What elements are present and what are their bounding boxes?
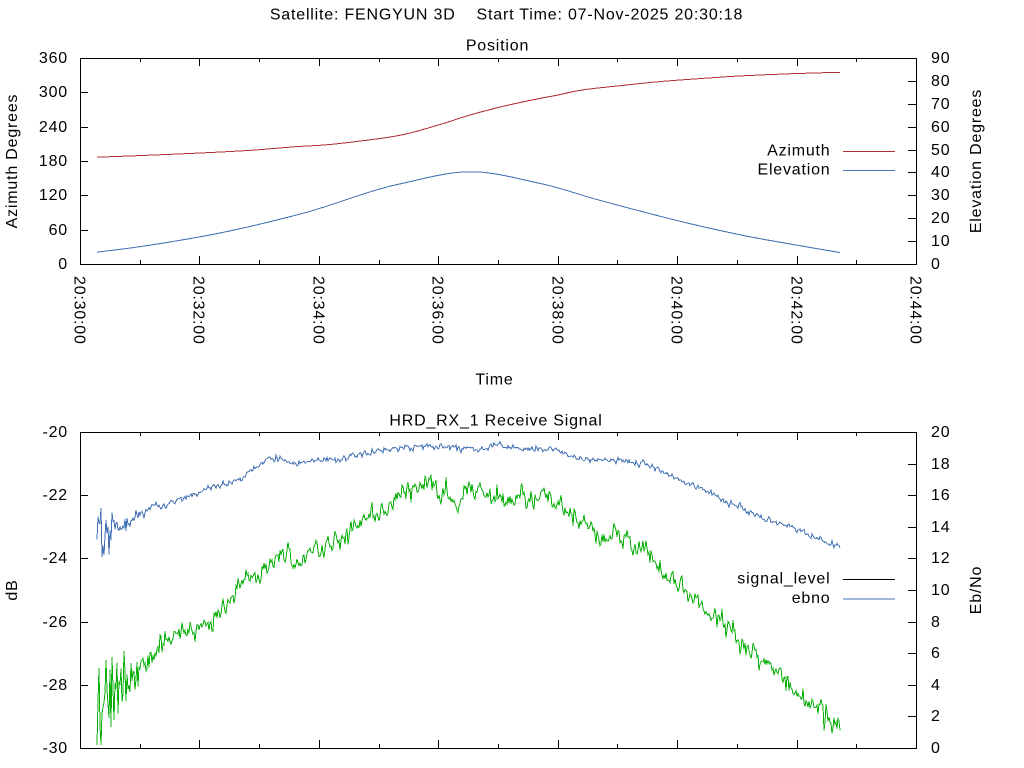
svg-text:20:38:00: 20:38:00 — [549, 276, 566, 345]
svg-text:0: 0 — [931, 740, 941, 757]
svg-text:50: 50 — [931, 142, 950, 159]
svg-text:20: 20 — [931, 210, 950, 227]
svg-text:14: 14 — [931, 519, 950, 536]
svg-text:dB: dB — [4, 579, 21, 600]
svg-text:30: 30 — [931, 187, 950, 204]
svg-text:40: 40 — [931, 164, 950, 181]
svg-text:180: 180 — [39, 153, 68, 170]
svg-text:6: 6 — [931, 645, 941, 662]
svg-text:Azimuth Degrees: Azimuth Degrees — [4, 94, 21, 229]
svg-text:20:32:00: 20:32:00 — [190, 276, 207, 345]
svg-text:20:30:00: 20:30:00 — [71, 276, 88, 345]
svg-text:Azimuth: Azimuth — [767, 143, 830, 160]
svg-text:-30: -30 — [42, 740, 68, 757]
svg-text:Time: Time — [475, 372, 513, 389]
svg-text:80: 80 — [931, 73, 950, 90]
svg-text:Elevation Degrees: Elevation Degrees — [968, 89, 985, 233]
svg-text:Satellite: FENGYUN 3D Start: Satellite: FENGYUN 3D Start Time: 07-Nov… — [270, 7, 743, 24]
svg-text:-20: -20 — [42, 424, 68, 441]
svg-text:60: 60 — [931, 119, 950, 136]
svg-text:20:42:00: 20:42:00 — [788, 276, 805, 345]
svg-text:20:36:00: 20:36:00 — [429, 276, 446, 345]
svg-text:-22: -22 — [42, 487, 68, 504]
svg-text:-24: -24 — [42, 550, 68, 567]
svg-text:360: 360 — [39, 50, 68, 67]
svg-text:20:40:00: 20:40:00 — [668, 276, 685, 345]
svg-text:ebno: ebno — [792, 590, 831, 607]
svg-text:signal_level: signal_level — [737, 571, 830, 588]
svg-text:300: 300 — [39, 84, 68, 101]
svg-text:4: 4 — [931, 677, 941, 694]
svg-text:18: 18 — [931, 456, 950, 473]
svg-text:0: 0 — [931, 256, 941, 273]
svg-text:2: 2 — [931, 708, 941, 725]
svg-text:Position: Position — [466, 38, 529, 55]
svg-text:20: 20 — [931, 424, 950, 441]
svg-text:-26: -26 — [42, 614, 68, 631]
svg-text:-28: -28 — [42, 677, 68, 694]
svg-text:20:44:00: 20:44:00 — [907, 276, 924, 345]
svg-text:0: 0 — [58, 256, 68, 273]
svg-text:240: 240 — [39, 119, 68, 136]
svg-text:12: 12 — [931, 550, 950, 567]
svg-text:10: 10 — [931, 233, 950, 250]
svg-text:HRD_RX_1 Receive Signal: HRD_RX_1 Receive Signal — [389, 413, 602, 430]
svg-text:Eb/No: Eb/No — [968, 566, 985, 614]
svg-text:60: 60 — [49, 222, 68, 239]
svg-text:90: 90 — [931, 50, 950, 67]
svg-text:8: 8 — [931, 614, 941, 631]
svg-text:Elevation: Elevation — [757, 162, 830, 179]
svg-text:120: 120 — [39, 187, 68, 204]
svg-text:16: 16 — [931, 487, 950, 504]
svg-text:20:34:00: 20:34:00 — [310, 276, 327, 345]
svg-text:70: 70 — [931, 96, 950, 113]
svg-text:10: 10 — [931, 582, 950, 599]
